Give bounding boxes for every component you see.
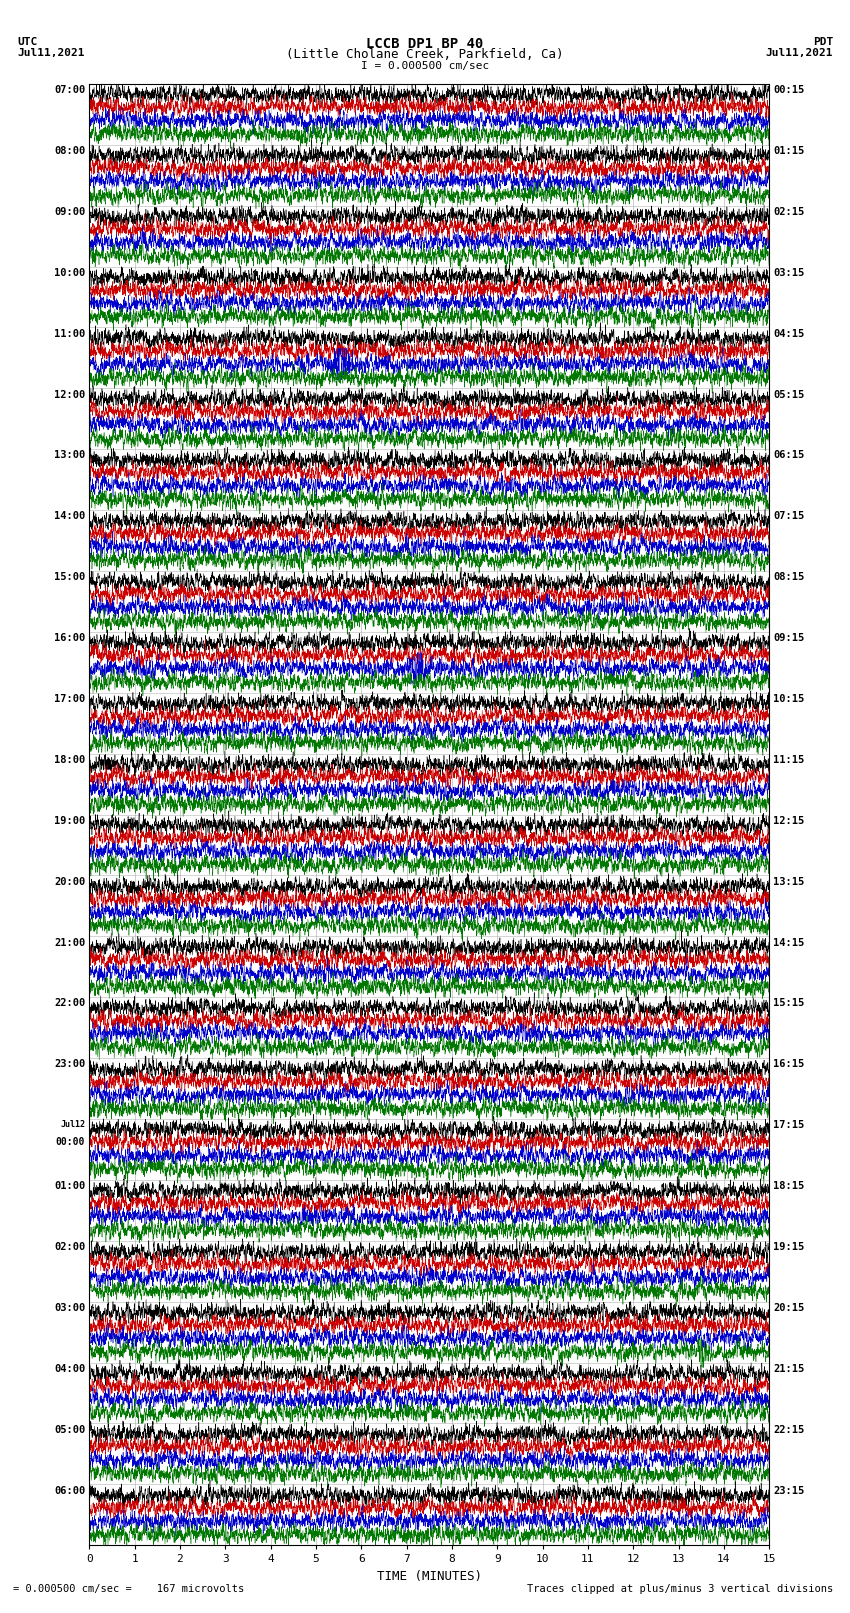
Text: 01:00: 01:00 [54,1181,85,1190]
Text: 23:15: 23:15 [774,1486,805,1495]
Text: 00:00: 00:00 [56,1137,85,1147]
Text: Jul12: Jul12 [60,1121,85,1129]
Text: 05:00: 05:00 [54,1424,85,1434]
Text: 03:15: 03:15 [774,268,805,277]
Text: 00:15: 00:15 [774,85,805,95]
Text: 17:15: 17:15 [774,1121,805,1131]
Text: 15:00: 15:00 [54,573,85,582]
Text: 15:15: 15:15 [774,998,805,1008]
Text: 05:15: 05:15 [774,390,805,400]
Text: 03:00: 03:00 [54,1303,85,1313]
Text: 11:00: 11:00 [54,329,85,339]
Text: UTC: UTC [17,37,37,47]
Text: 10:00: 10:00 [54,268,85,277]
Text: 08:15: 08:15 [774,573,805,582]
Text: 20:00: 20:00 [54,877,85,887]
Text: 19:00: 19:00 [54,816,85,826]
Text: 12:15: 12:15 [774,816,805,826]
Text: PDT: PDT [813,37,833,47]
Text: 06:15: 06:15 [774,450,805,460]
Text: 04:15: 04:15 [774,329,805,339]
Text: 21:00: 21:00 [54,937,85,947]
Text: I = 0.000500 cm/sec: I = 0.000500 cm/sec [361,61,489,71]
Text: 19:15: 19:15 [774,1242,805,1252]
Text: Traces clipped at plus/minus 3 vertical divisions: Traces clipped at plus/minus 3 vertical … [527,1584,833,1594]
Text: 16:15: 16:15 [774,1060,805,1069]
Text: 22:15: 22:15 [774,1424,805,1434]
Text: 11:15: 11:15 [774,755,805,765]
Text: = 0.000500 cm/sec =    167 microvolts: = 0.000500 cm/sec = 167 microvolts [13,1584,244,1594]
Text: 02:15: 02:15 [774,206,805,216]
Text: 14:00: 14:00 [54,511,85,521]
Text: 04:00: 04:00 [54,1365,85,1374]
Text: 09:00: 09:00 [54,206,85,216]
Text: LCCB DP1 BP 40: LCCB DP1 BP 40 [366,37,484,52]
Text: 21:15: 21:15 [774,1365,805,1374]
Text: Jul11,2021: Jul11,2021 [766,48,833,58]
Text: (Little Cholane Creek, Parkfield, Ca): (Little Cholane Creek, Parkfield, Ca) [286,48,564,61]
Text: 08:00: 08:00 [54,147,85,156]
X-axis label: TIME (MINUTES): TIME (MINUTES) [377,1569,482,1582]
Text: 07:15: 07:15 [774,511,805,521]
Text: 13:00: 13:00 [54,450,85,460]
Text: 22:00: 22:00 [54,998,85,1008]
Text: 10:15: 10:15 [774,694,805,703]
Text: 23:00: 23:00 [54,1060,85,1069]
Text: 13:15: 13:15 [774,877,805,887]
Text: 20:15: 20:15 [774,1303,805,1313]
Text: 14:15: 14:15 [774,937,805,947]
Text: 16:00: 16:00 [54,634,85,644]
Text: Jul11,2021: Jul11,2021 [17,48,84,58]
Text: 12:00: 12:00 [54,390,85,400]
Text: 01:15: 01:15 [774,147,805,156]
Text: 09:15: 09:15 [774,634,805,644]
Text: 07:00: 07:00 [54,85,85,95]
Text: 18:15: 18:15 [774,1181,805,1190]
Text: 02:00: 02:00 [54,1242,85,1252]
Text: 06:00: 06:00 [54,1486,85,1495]
Text: 17:00: 17:00 [54,694,85,703]
Text: 18:00: 18:00 [54,755,85,765]
